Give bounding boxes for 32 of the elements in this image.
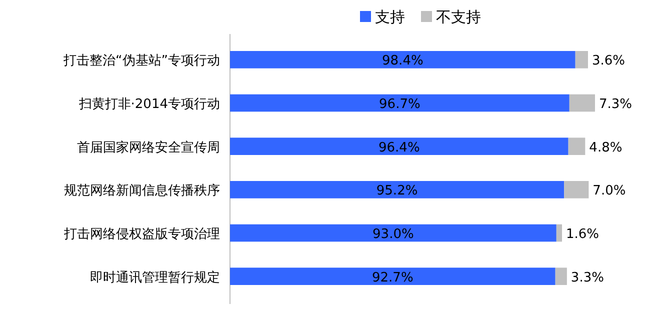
y-tick-label: 扫黄打非·2014专项行动	[78, 97, 220, 112]
data-label: 3.6%	[592, 54, 626, 69]
data-label: 95.2%	[376, 184, 418, 199]
data-label: 3.3%	[570, 270, 604, 286]
data-label: 92.7%	[372, 270, 414, 286]
data-label: 98.4%	[382, 54, 424, 69]
y-tick-label: 首届国家网络安全宣传周	[77, 139, 220, 156]
data-label: 1.6%	[566, 227, 600, 242]
bar	[575, 51, 588, 68]
bar	[230, 94, 570, 112]
data-label: 93.0%	[372, 227, 414, 242]
bar	[568, 138, 586, 155]
bar	[230, 224, 556, 242]
data-label: 96.4%	[378, 140, 420, 156]
data-label: 4.8%	[589, 140, 622, 156]
bar	[555, 268, 567, 285]
data-label: 7.0%	[592, 184, 626, 199]
bar	[569, 94, 595, 112]
y-tick-label: 打击网络侵权盗版专项治理	[63, 227, 220, 242]
legend-label: 支持	[375, 8, 405, 26]
bar	[230, 138, 568, 155]
bar	[230, 181, 564, 198]
bar	[556, 224, 562, 242]
y-tick-label: 即时通讯管理暂行规定	[90, 270, 220, 286]
bar	[230, 268, 556, 285]
data-label: 7.3%	[599, 97, 632, 112]
y-tick-label: 规范网络新闻信息传播秩序	[64, 182, 220, 199]
data-label: 96.7%	[379, 97, 420, 112]
bar	[564, 181, 589, 198]
y-tick-label: 打击整治“伪基站”专项行动	[62, 54, 220, 69]
legend-label: 不支持	[436, 8, 481, 26]
bar	[230, 51, 576, 68]
